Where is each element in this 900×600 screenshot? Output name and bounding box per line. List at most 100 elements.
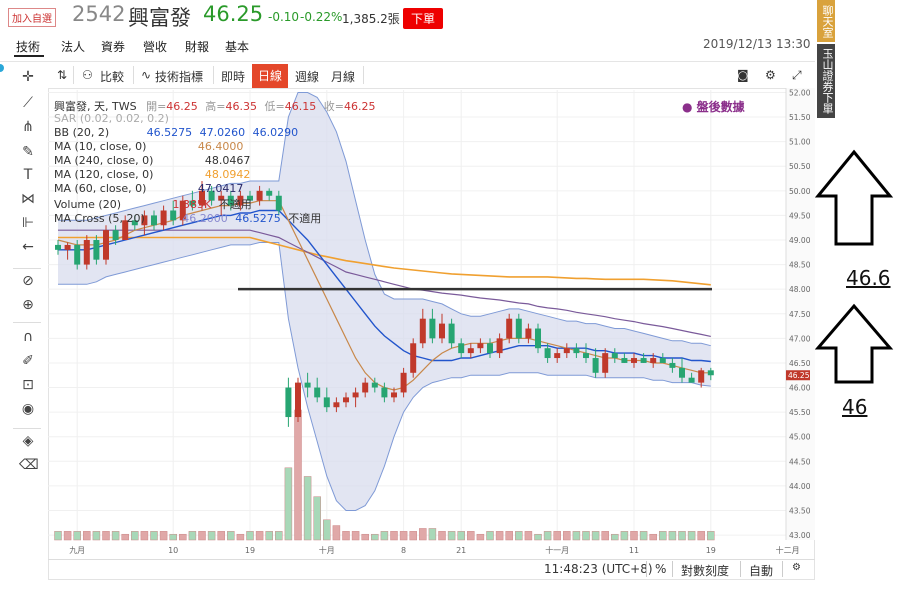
- candle-body: [275, 195, 282, 211]
- active-tab-indicator: [14, 55, 44, 57]
- volume-bar: [54, 531, 62, 541]
- zoom-in-icon[interactable]: ⊕: [22, 297, 34, 313]
- volume-bar: [351, 531, 360, 541]
- volume-bar: [275, 531, 283, 541]
- add-watchlist-button[interactable]: 加入自選: [8, 8, 56, 27]
- candle-body: [151, 215, 157, 226]
- candle-body: [544, 348, 551, 359]
- candle-body: [439, 323, 445, 339]
- x-tick-label: 10: [168, 546, 178, 555]
- x-tick-label: 十二月: [776, 545, 800, 555]
- candle-body: [573, 348, 580, 354]
- volume-bar: [707, 531, 715, 541]
- ma60-line: [58, 229, 711, 337]
- log-scale-toggle[interactable]: 對數刻度: [681, 564, 730, 578]
- trash-icon[interactable]: ⌫: [19, 457, 39, 473]
- legend-ma120-label: MA (120, close, 0): [54, 168, 154, 181]
- candle-body: [170, 210, 177, 221]
- realtime-button[interactable]: 即時: [221, 70, 246, 84]
- fib-icon[interactable]: ⋔: [22, 119, 34, 135]
- auto-scale-toggle[interactable]: 自動: [749, 564, 774, 578]
- volume-bar: [150, 531, 158, 541]
- weekly-button[interactable]: 週線: [295, 70, 320, 84]
- crosshair-icon[interactable]: ✛: [22, 69, 34, 85]
- candle-body: [74, 244, 81, 265]
- header-divider: [0, 61, 815, 62]
- volume-bar: [697, 531, 705, 541]
- candle-body: [304, 382, 311, 388]
- y-tick-label: 50.00: [789, 187, 811, 196]
- tab-margin[interactable]: 資券: [101, 40, 126, 54]
- volume-bar: [601, 531, 609, 541]
- indicator-icon[interactable]: ∿: [141, 68, 152, 82]
- y-tick-label: 48.50: [789, 261, 811, 270]
- ruler-icon[interactable]: ⊘: [22, 273, 34, 289]
- candle-body: [496, 338, 503, 354]
- compare-button[interactable]: 比較: [100, 70, 125, 84]
- candle-body: [631, 358, 637, 363]
- eye-icon[interactable]: ◉: [21, 401, 35, 417]
- percent-toggle[interactable]: %: [655, 562, 667, 576]
- chatroom-tab[interactable]: 聊天室: [817, 0, 835, 42]
- candle-body: [122, 220, 129, 240]
- fullscreen-icon[interactable]: ⤢: [792, 68, 802, 82]
- tab-technical[interactable]: 技術: [16, 40, 41, 54]
- stock-code: 2542: [72, 2, 126, 26]
- trend-line-icon[interactable]: ⟋: [23, 95, 33, 111]
- post-market-label[interactable]: ● 盤後數據: [682, 100, 745, 114]
- candle-body: [266, 190, 273, 196]
- pencil-lock-icon[interactable]: ✐: [22, 353, 34, 369]
- candle-body: [611, 353, 618, 359]
- legend-macross-na: 不適用: [288, 212, 322, 225]
- price-chart[interactable]: 52.00 51.50 51.00 50.50 50.00 49.50 49.00 48.50…: [48, 88, 815, 559]
- last-price: 46.25: [203, 2, 264, 26]
- candle-body: [659, 358, 666, 363]
- place-order-button[interactable]: 下單: [403, 8, 444, 29]
- volume-bar: [678, 531, 686, 541]
- back-arrow-icon[interactable]: ←: [22, 239, 34, 255]
- up-arrow-upper: [814, 149, 894, 246]
- gear-icon[interactable]: ⚙: [765, 68, 776, 82]
- pattern-icon[interactable]: ⋈: [21, 191, 35, 207]
- volume-bar: [63, 531, 72, 541]
- bb-upper-line: [58, 92, 711, 347]
- volume-bar: [294, 409, 302, 541]
- y-tick-label: 47.00: [789, 334, 811, 343]
- legend-ma10-label: MA (10, close, 0): [54, 140, 147, 153]
- y-tick-label: 49.50: [789, 211, 811, 220]
- candle-body: [112, 230, 119, 240]
- candle-type-icon[interactable]: ⇅: [57, 68, 68, 82]
- indicators-button[interactable]: 技術指標: [155, 70, 204, 84]
- daily-button[interactable]: 日線: [252, 64, 289, 88]
- volume-bar: [255, 531, 264, 541]
- candle-body: [285, 387, 292, 418]
- settings-small-icon[interactable]: ⚙: [792, 562, 801, 573]
- candle-body: [333, 402, 340, 408]
- volume-bar: [111, 531, 120, 541]
- volume-bar: [371, 533, 379, 541]
- camera-icon[interactable]: ◙: [737, 68, 749, 82]
- volume-bar: [611, 533, 619, 541]
- tab-institutional[interactable]: 法人: [61, 40, 86, 54]
- magnet-icon[interactable]: ∩: [22, 329, 34, 345]
- layers-icon[interactable]: ◈: [22, 433, 34, 449]
- legend-main: 興富發, 天, TWS 開=46.25 高=46.35 低=46.15 收=46…: [54, 98, 375, 114]
- compare-icon[interactable]: ⚇: [82, 68, 93, 82]
- candle-body: [362, 382, 369, 393]
- text-icon[interactable]: T: [23, 167, 33, 183]
- prediction-icon[interactable]: ⊩: [21, 215, 35, 231]
- broker-order-tab[interactable]: 玉山證券下單: [817, 44, 835, 118]
- tab-revenue[interactable]: 營收: [143, 40, 168, 54]
- monthly-button[interactable]: 月線: [331, 70, 356, 84]
- legend-bb: BB (20, 2) 46.5275 47.0260 46.0290: [54, 126, 298, 139]
- volume-bar: [495, 531, 504, 541]
- lock-icon[interactable]: ⊡: [22, 377, 34, 393]
- volume-bar: [659, 531, 667, 541]
- collapse-handle[interactable]: [0, 64, 4, 72]
- tab-basic[interactable]: 基本: [225, 40, 250, 54]
- legend-ma60-label: MA (60, close, 0): [54, 182, 147, 195]
- brush-icon[interactable]: ✎: [22, 144, 34, 160]
- tab-financials[interactable]: 財報: [185, 40, 210, 54]
- legend-symbol: 興富發, 天, TWS: [54, 100, 137, 113]
- volume-bar: [563, 531, 571, 541]
